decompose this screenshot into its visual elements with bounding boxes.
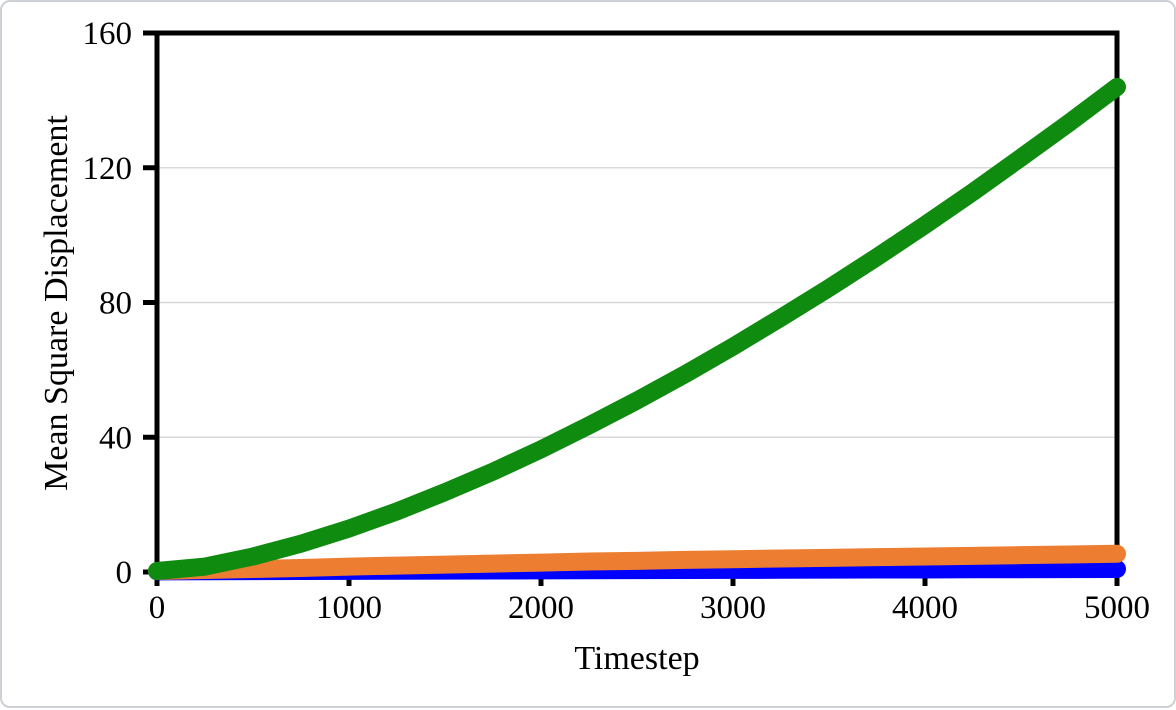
x-tick-label: 1000 [316, 590, 382, 626]
y-tick-label: 0 [116, 555, 133, 591]
y-tick-label: 40 [99, 420, 132, 456]
x-tick-label: 5000 [1084, 590, 1150, 626]
y-tick-label: 80 [99, 286, 132, 322]
x-tick-label: 0 [149, 590, 166, 626]
x-tick-label: 3000 [700, 590, 766, 626]
x-tick-label: 2000 [508, 590, 574, 626]
x-axis-title: Timestep [157, 640, 1117, 678]
x-tick-label: 4000 [892, 590, 958, 626]
y-tick-label: 160 [83, 16, 133, 52]
green-series-line [157, 87, 1117, 571]
y-tick-label: 120 [83, 151, 133, 187]
y-axis-title: Mean Square Displacement [38, 115, 76, 491]
